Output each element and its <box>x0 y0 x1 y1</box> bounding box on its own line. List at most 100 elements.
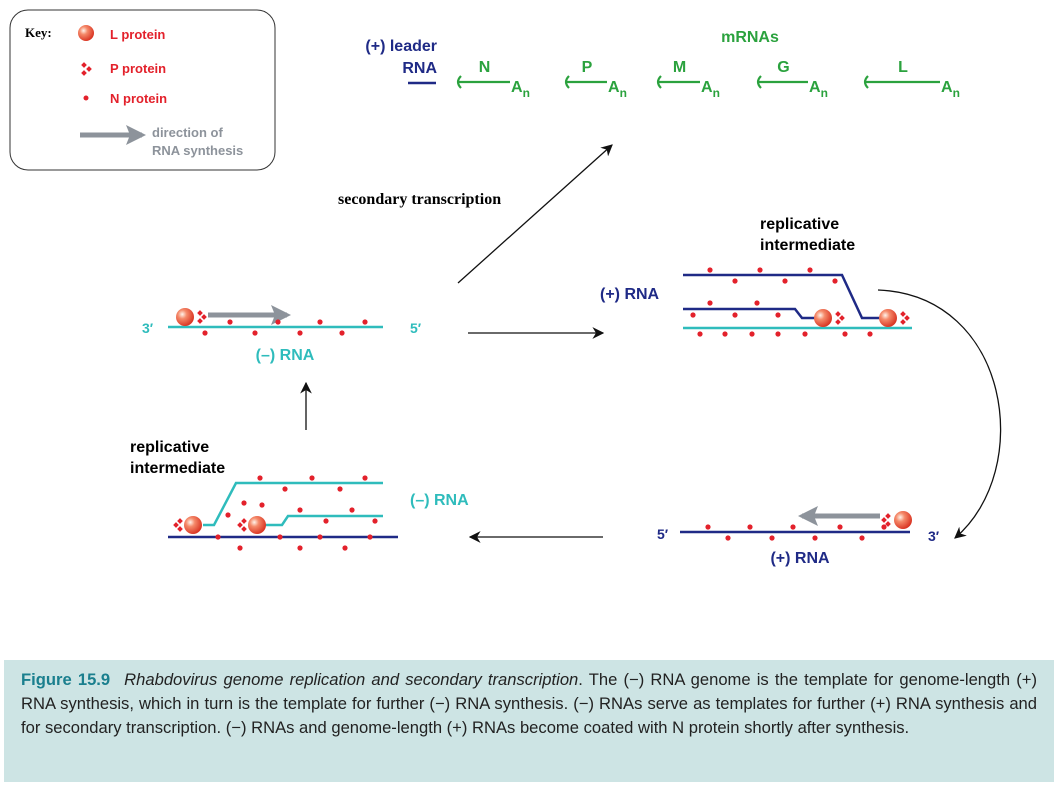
n-protein <box>202 330 208 336</box>
gene-label: N <box>479 59 491 76</box>
n-protein <box>732 312 738 318</box>
n-protein <box>807 267 813 273</box>
n-protein <box>227 319 233 325</box>
secondary-transcription-label: secondary transcription <box>338 191 501 208</box>
p-protein-part <box>839 315 845 321</box>
rna-label: (+) RNA <box>600 286 660 303</box>
n-protein <box>707 267 713 273</box>
n-protein <box>802 331 808 337</box>
end-label: 5′ <box>657 526 669 542</box>
key-label: RNA synthesis <box>152 143 243 158</box>
key-label: L protein <box>110 27 165 42</box>
p-protein-part <box>177 518 183 524</box>
poly-a-text: A <box>608 79 620 96</box>
poly-a-text: A <box>941 79 953 96</box>
n-protein <box>690 312 696 318</box>
ri-title: replicative <box>130 439 209 456</box>
ri-title: replicative <box>760 216 839 233</box>
n-protein <box>725 535 731 541</box>
l-protein <box>814 309 832 327</box>
gene-label: L <box>898 59 908 76</box>
n-protein <box>277 534 283 540</box>
p-protein <box>173 518 183 532</box>
n-protein <box>697 331 703 337</box>
leader-label: (+) leader <box>365 38 437 55</box>
mrna <box>564 75 607 89</box>
n-protein <box>297 507 303 513</box>
n-protein <box>362 319 368 325</box>
poly-a: An <box>701 79 720 100</box>
n-protein <box>252 330 258 336</box>
figure-title: Rhabdovirus genome replication and secon… <box>124 670 579 689</box>
caption-text: . The (−) RNA genome is the template for… <box>21 670 1037 737</box>
mrna <box>863 75 940 89</box>
poly-a-sub: n <box>713 86 720 100</box>
plus-rna <box>683 307 815 320</box>
n-protein <box>842 331 848 337</box>
p-protein-part <box>885 521 891 527</box>
n-protein <box>339 330 345 336</box>
key-title: Key: <box>25 25 52 40</box>
n-protein <box>732 278 738 284</box>
n-protein <box>342 545 348 551</box>
end-label: 5′ <box>410 320 422 336</box>
poly-a: An <box>809 79 828 100</box>
n-protein <box>790 524 796 530</box>
p-protein-icon <box>81 62 92 76</box>
p-protein-part <box>900 311 906 317</box>
poly-a-sub: n <box>523 86 530 100</box>
n-protein <box>372 518 378 524</box>
poly-a-sub: n <box>620 86 627 100</box>
p-protein <box>900 311 910 325</box>
key-box <box>9 9 276 171</box>
poly-a-text: A <box>809 79 821 96</box>
n-protein <box>215 534 221 540</box>
n-protein <box>749 331 755 337</box>
n-protein <box>769 535 775 541</box>
n-protein <box>832 278 838 284</box>
n-protein <box>812 535 818 541</box>
n-protein <box>867 331 873 337</box>
rna-label: (–) RNA <box>410 492 469 509</box>
poly-a: An <box>941 79 960 100</box>
l-protein <box>184 516 202 534</box>
ri-title: intermediate <box>130 460 225 477</box>
p-protein <box>881 513 891 527</box>
n-protein <box>362 475 368 481</box>
n-protein <box>275 319 281 325</box>
n-protein <box>837 524 843 530</box>
n-protein <box>775 312 781 318</box>
key-label: N protein <box>110 91 167 106</box>
n-protein <box>349 507 355 513</box>
mrna <box>456 75 510 89</box>
p-protein-part <box>835 311 841 317</box>
p-protein-part <box>201 314 207 320</box>
leader-label: RNA <box>402 60 437 77</box>
n-protein <box>259 502 265 508</box>
n-protein <box>722 331 728 337</box>
end-label: 3′ <box>928 528 940 544</box>
n-protein <box>337 486 343 492</box>
n-protein <box>705 524 711 530</box>
arrow <box>877 289 1002 539</box>
n-protein <box>881 524 887 530</box>
n-protein <box>747 524 753 530</box>
poly-a: An <box>511 79 530 100</box>
l-protein <box>879 309 897 327</box>
minus-rna <box>265 514 383 527</box>
n-protein-icon <box>83 95 89 101</box>
rna-label: (+) RNA <box>770 550 830 567</box>
n-protein <box>859 535 865 541</box>
n-protein <box>323 518 329 524</box>
l-protein <box>176 308 194 326</box>
mrna <box>756 75 808 89</box>
n-protein <box>782 278 788 284</box>
key-label: P protein <box>110 61 166 76</box>
end-label: 3′ <box>142 320 154 336</box>
arrow <box>457 144 613 284</box>
gene-label: G <box>777 59 789 76</box>
plus-rna <box>683 273 880 320</box>
n-protein <box>297 330 303 336</box>
rna-label: (–) RNA <box>256 347 315 364</box>
